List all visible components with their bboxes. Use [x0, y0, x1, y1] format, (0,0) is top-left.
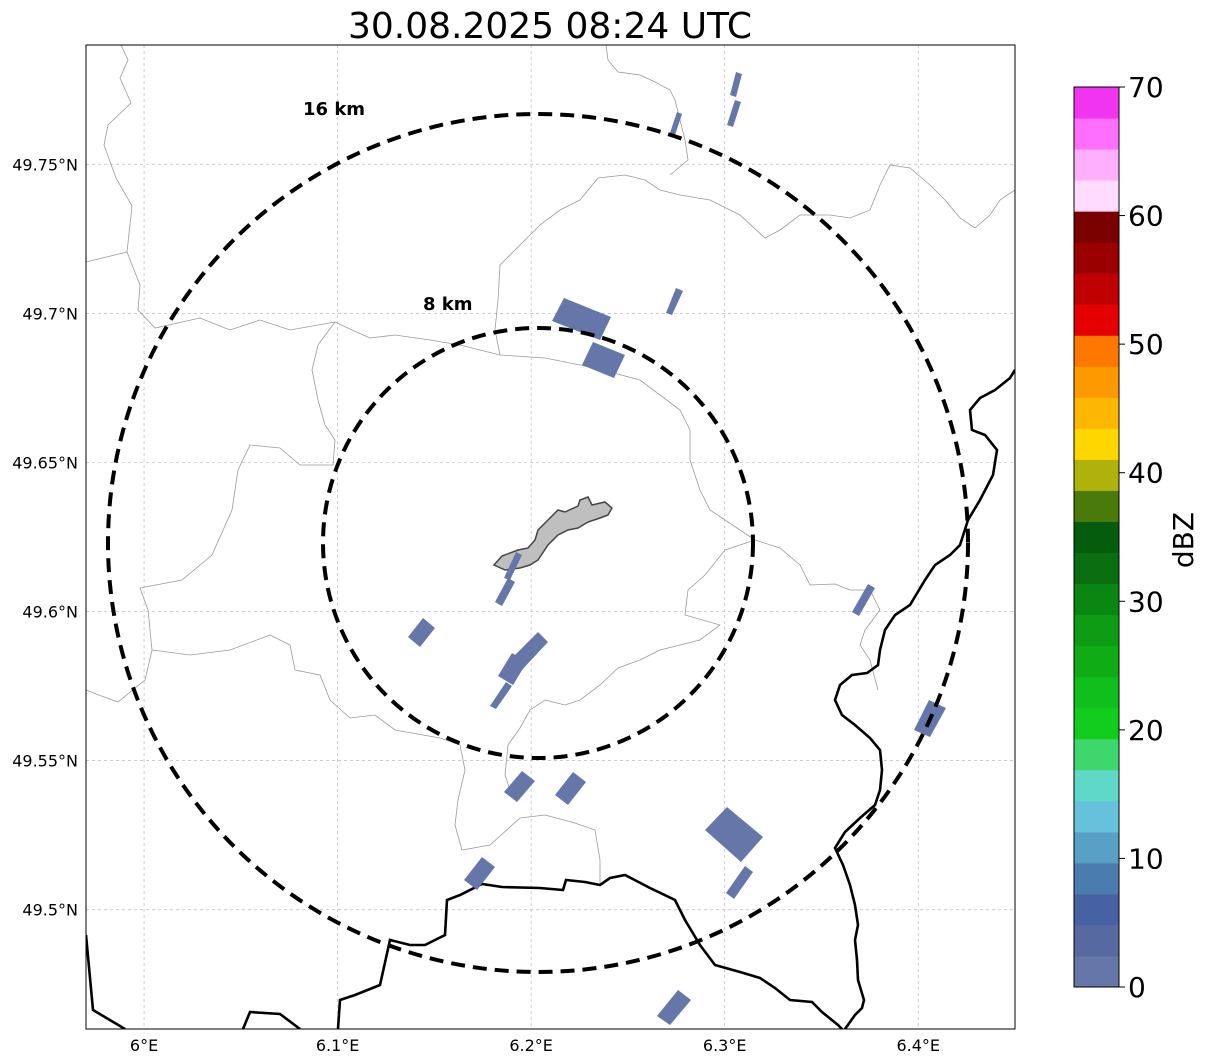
echo-cell: [726, 866, 753, 899]
colorbar-segment: [1074, 645, 1119, 678]
echo-cell: [495, 578, 515, 606]
colorbar-tick-label: 0: [1128, 971, 1146, 1004]
colorbar-tick-label: 60: [1128, 200, 1164, 233]
echo-cell: [464, 857, 495, 890]
colorbar-frame: [1073, 86, 1120, 988]
echo-cell: [510, 632, 548, 672]
lon-tick-label: 6.4°E: [896, 1036, 940, 1055]
colorbar-segment: [1074, 118, 1119, 150]
colorbar-segment: [1074, 707, 1119, 740]
colorbar-segment: [1074, 273, 1119, 305]
echo-cell: [408, 618, 435, 647]
map-title: 30.08.2025 08:24 UTC: [348, 6, 752, 47]
echo-cell: [666, 288, 683, 315]
colorbar-segment: [1074, 335, 1119, 367]
colorbar-segment: [1074, 521, 1119, 554]
colorbar-segment: [1074, 242, 1119, 274]
lon-tick-label: 6.2°E: [509, 1036, 553, 1055]
echo-cell: [705, 807, 763, 862]
range-rings: [106, 112, 970, 974]
colorbar-tick-label: 20: [1128, 714, 1164, 747]
colorbar-segment: [1074, 924, 1119, 957]
echo-cell: [657, 990, 691, 1025]
colorbar-segment: [1074, 490, 1119, 522]
colorbar-tick-label: 10: [1128, 842, 1164, 875]
lat-tick-label: 49.75°N: [12, 155, 78, 174]
national-border: [86, 369, 1015, 1029]
municipal-boundaries: [86, 45, 1015, 885]
range-ring-label-8km: 8 km: [423, 294, 473, 315]
lon-tick-label: 6.3°E: [703, 1036, 747, 1055]
colorbar-tick-label: 70: [1128, 71, 1164, 104]
range-ring-8km: [321, 326, 755, 760]
colorbar-segment: [1074, 738, 1119, 771]
colorbar-segment: [1074, 428, 1119, 460]
colorbar-segment: [1074, 149, 1119, 181]
radar-echoes: [408, 72, 946, 1025]
echo-cell: [555, 772, 586, 805]
echo-cell: [504, 771, 535, 802]
colorbar-segment: [1074, 552, 1119, 585]
colorbar: 0 10 20 30 40 50 60 70: [1073, 71, 1164, 1004]
range-ring-16km: [106, 112, 970, 974]
colorbar-segment: [1074, 769, 1119, 802]
lat-tick-label: 49.6°N: [22, 603, 78, 622]
echo-cell: [727, 100, 741, 127]
echo-cell: [730, 72, 742, 97]
colorbar-tick-label: 40: [1128, 457, 1164, 490]
echo-cell: [669, 112, 682, 138]
lat-tick-label: 49.65°N: [12, 453, 78, 472]
colorbar-segment: [1074, 459, 1119, 491]
colorbar-segment: [1074, 893, 1119, 926]
colorbar-segment: [1074, 397, 1119, 429]
colorbar-tick-label: 50: [1128, 328, 1164, 361]
echo-cell: [504, 552, 522, 580]
colorbar-tick-label: 30: [1128, 585, 1164, 618]
colorbar-segment: [1074, 304, 1119, 336]
colorbar-segment: [1074, 211, 1119, 243]
colorbar-segment: [1074, 831, 1119, 864]
lat-tick-label: 49.5°N: [22, 901, 78, 920]
range-ring-label-16km: 16 km: [303, 99, 365, 120]
colorbar-label: dBZ: [1167, 512, 1200, 568]
colorbar-segment: [1074, 676, 1119, 709]
colorbar-segment: [1074, 862, 1119, 895]
colorbar-segment: [1074, 180, 1119, 212]
echo-cell: [852, 584, 875, 616]
lon-tick-label: 6°E: [130, 1036, 158, 1055]
colorbar-segment: [1074, 614, 1119, 647]
graticule: [86, 45, 1015, 1029]
longitude-tick-labels: 6°E 6.1°E 6.2°E 6.3°E 6.4°E: [130, 1036, 940, 1055]
echo-cell: [490, 682, 512, 709]
echo-cell: [552, 298, 611, 340]
latitude-tick-labels: 49.5°N 49.55°N 49.6°N 49.65°N 49.7°N 49.75°N: [12, 155, 78, 919]
colorbar-segment: [1074, 366, 1119, 398]
lat-tick-label: 49.7°N: [22, 304, 78, 323]
echo-cell: [582, 342, 625, 378]
colorbar-segment: [1074, 583, 1119, 616]
lat-tick-label: 49.55°N: [12, 752, 78, 771]
lon-tick-label: 6.1°E: [316, 1036, 360, 1055]
map-frame: [85, 44, 1016, 1030]
central-urban-area: [492, 496, 613, 571]
colorbar-segment: [1074, 955, 1119, 988]
colorbar-segment: [1074, 87, 1119, 119]
colorbar-segment: [1074, 800, 1119, 833]
